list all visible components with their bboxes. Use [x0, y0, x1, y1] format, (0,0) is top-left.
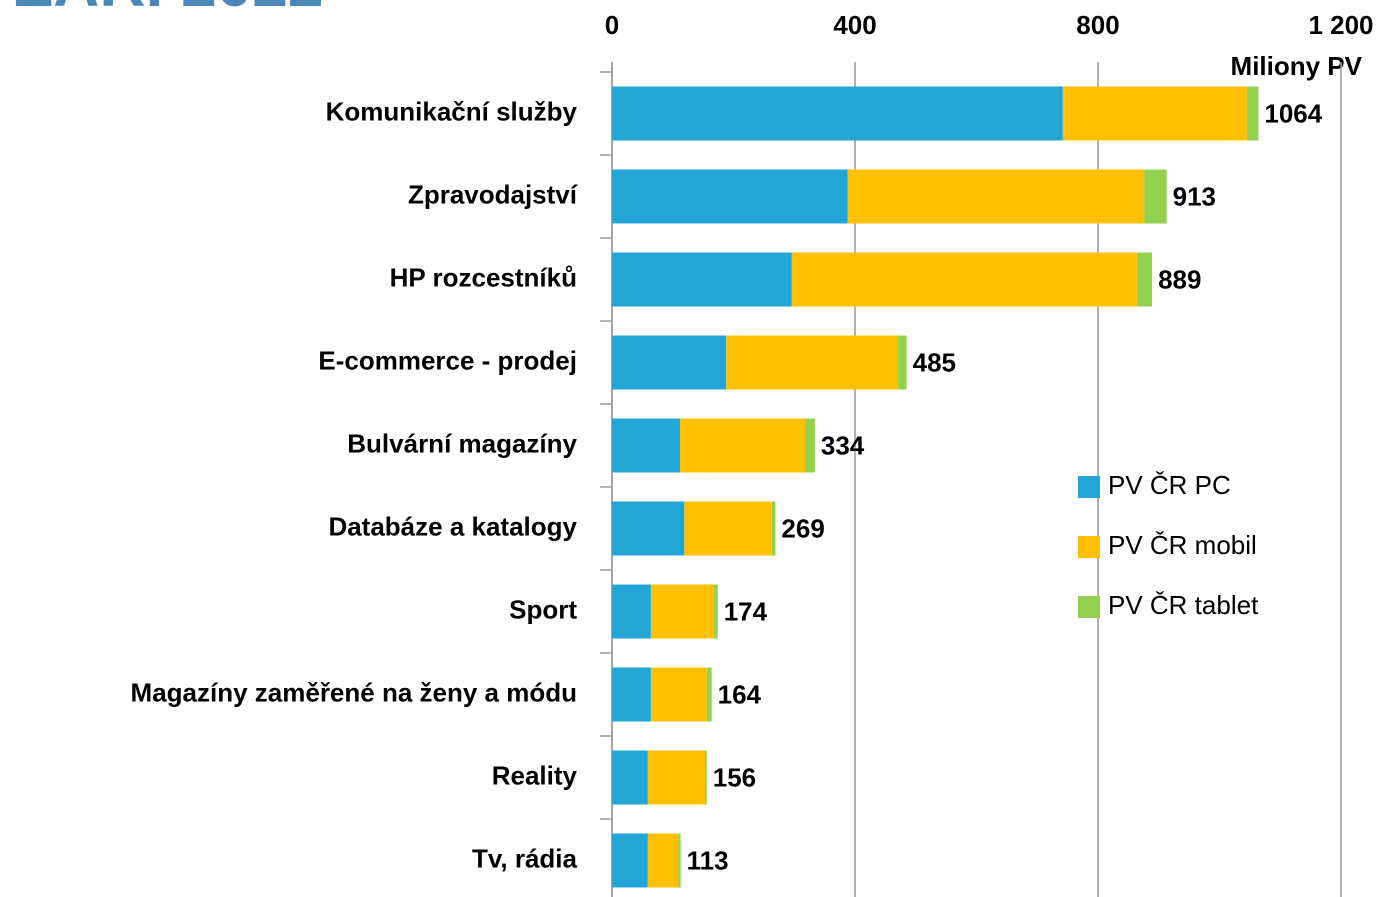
- y-tick-label: Databáze a katalogy: [328, 511, 577, 541]
- legend-swatch: [1078, 476, 1100, 498]
- x-tick-label: 1 200: [1308, 10, 1373, 40]
- bar-segment: [706, 667, 712, 722]
- bar-segment: [612, 833, 648, 888]
- bar-segment: [684, 501, 772, 556]
- bar-segment: [726, 335, 899, 390]
- legend-label: PV ČR mobil: [1108, 530, 1257, 560]
- bar-segment: [791, 252, 1137, 307]
- bar-segment: [612, 86, 1063, 141]
- bar-segment: [650, 667, 707, 722]
- x-axis-label: Miliony PV: [1231, 51, 1363, 81]
- total-label: 164: [718, 679, 762, 709]
- bar-segment: [612, 335, 727, 390]
- total-label: 889: [1158, 264, 1201, 294]
- total-label: 1064: [1264, 98, 1322, 128]
- bar-segment: [771, 501, 776, 556]
- bar-segment: [612, 584, 651, 639]
- bar-segment: [898, 335, 907, 390]
- y-tick-label: Reality: [492, 760, 578, 790]
- bar-segment: [678, 833, 681, 888]
- y-tick-label: Tv, rádia: [472, 843, 578, 873]
- legend-label: PV ČR tablet: [1108, 590, 1259, 620]
- bar-segment: [805, 418, 815, 473]
- total-label: 174: [724, 596, 768, 626]
- y-tick-label: HP rozcestníků: [390, 262, 577, 292]
- bar-segment: [1144, 169, 1167, 224]
- x-tick-label: 400: [833, 10, 876, 40]
- bar-segment: [1136, 252, 1153, 307]
- y-tick-label: Komunikační služby: [326, 96, 578, 126]
- bar-segment: [847, 169, 1145, 224]
- legend-swatch: [1078, 596, 1100, 618]
- bar-segment: [1062, 86, 1247, 141]
- bar-segment: [680, 418, 806, 473]
- x-tick-label: 800: [1076, 10, 1119, 40]
- bar-segment: [612, 169, 848, 224]
- y-tick-label: Bulvární magazíny: [347, 428, 577, 458]
- bar-segment: [612, 501, 685, 556]
- bar-segment: [1246, 86, 1259, 141]
- y-tick-label: Sport: [509, 594, 577, 624]
- y-tick-label: Magazíny zaměřené na ženy a módu: [131, 677, 577, 707]
- total-label: 113: [687, 845, 729, 875]
- bar-segment: [612, 667, 651, 722]
- y-tick-label: Zpravodajství: [408, 179, 578, 209]
- chart-title: ZÁŘÍ 2022: [14, 0, 323, 20]
- total-label: 913: [1173, 181, 1216, 211]
- x-tick-label: 0: [605, 10, 619, 40]
- bar-segment: [650, 584, 715, 639]
- bar-segment: [647, 750, 705, 805]
- y-tick-label: E-commerce - prodej: [318, 345, 577, 375]
- bar-segment: [704, 750, 707, 805]
- bar-segment: [612, 418, 681, 473]
- total-label: 269: [781, 513, 824, 543]
- bar-segment: [612, 252, 792, 307]
- bar-segment: [714, 584, 718, 639]
- total-label: 334: [821, 430, 865, 460]
- legend-swatch: [1078, 536, 1100, 558]
- bar-segment: [612, 750, 648, 805]
- legend-label: PV ČR PC: [1108, 470, 1231, 500]
- bar-segment: [647, 833, 679, 888]
- total-label: 485: [913, 347, 956, 377]
- total-label: 156: [713, 762, 756, 792]
